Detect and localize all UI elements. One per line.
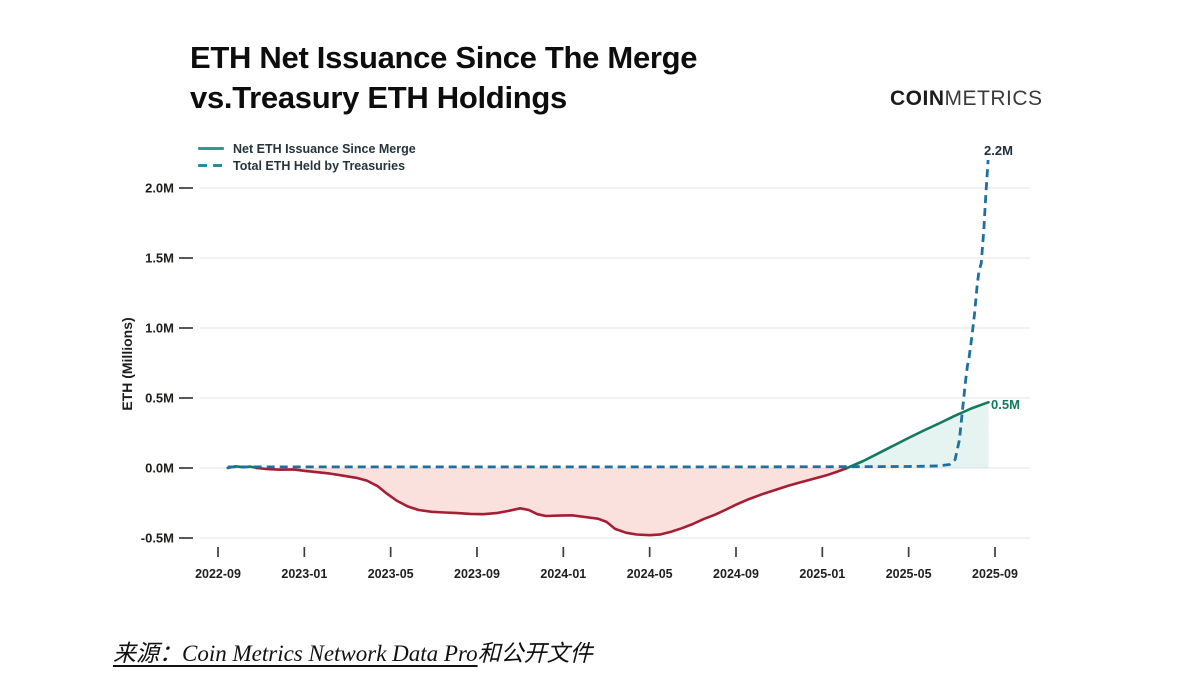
- x-tick-label: 2024-09: [713, 567, 759, 581]
- coinmetrics-logo: COINMETRICS: [890, 87, 1043, 111]
- treasury-holdings-line: [227, 159, 990, 469]
- x-tick-label: 2025-01: [799, 567, 845, 581]
- net-issuance-line: [255, 466, 849, 537]
- logo-coin-text: COIN: [890, 87, 945, 110]
- y-tick-label: 2.0M: [145, 181, 174, 196]
- chart-title-line2: vs.Treasury ETH Holdings: [190, 80, 567, 115]
- annotation-treasury-peak: 2.2M: [984, 143, 1013, 158]
- legend-label-net-issuance: Net ETH Issuance Since Merge: [233, 141, 416, 156]
- x-tick-label: 2023-01: [281, 567, 327, 581]
- y-axis-title: ETH (Millions): [119, 317, 135, 411]
- chart-legend: Net ETH Issuance Since Merge Total ETH H…: [198, 140, 416, 174]
- y-tick-label: 0.5M: [145, 391, 174, 406]
- y-tick-label: 0.0M: [145, 461, 174, 476]
- chart-title: ETH Net Issuance Since The Merge vs.Treas…: [190, 38, 698, 118]
- y-tick-label: 1.0M: [145, 321, 174, 336]
- x-tick-label: 2023-05: [368, 567, 414, 581]
- x-tick-label: 2023-09: [454, 567, 500, 581]
- x-tick-label: 2025-05: [886, 567, 932, 581]
- legend-item-treasuries: Total ETH Held by Treasuries: [198, 157, 416, 174]
- source-note-underlined: 来源：Coin Metrics Network Data Pro: [113, 641, 478, 666]
- legend-solid-line-swatch: [198, 146, 224, 151]
- legend-label-treasuries: Total ETH Held by Treasuries: [233, 158, 406, 173]
- chart-title-line1: ETH Net Issuance Since The Merge: [190, 40, 698, 75]
- legend-dashed-line-swatch: [198, 163, 224, 168]
- y-tick-label: 1.5M: [145, 251, 174, 266]
- annotation-issuance-end: 0.5M: [991, 397, 1020, 412]
- legend-item-net-issuance: Net ETH Issuance Since Merge: [198, 140, 416, 157]
- y-tick-label: -0.5M: [141, 531, 174, 546]
- x-tick-label: 2024-01: [540, 567, 586, 581]
- logo-metrics-text: METRICS: [944, 87, 1043, 110]
- source-note-suffix: 和公开文件: [477, 641, 593, 666]
- negative-area-fill: [256, 468, 848, 536]
- x-tick-label: 2024-05: [627, 567, 673, 581]
- source-note: 来源：Coin Metrics Network Data Pro和公开文件: [113, 634, 593, 668]
- x-tick-label: 2022-09: [195, 567, 241, 581]
- net-issuance-line: [845, 400, 990, 470]
- x-tick-label: 2025-09: [972, 567, 1018, 581]
